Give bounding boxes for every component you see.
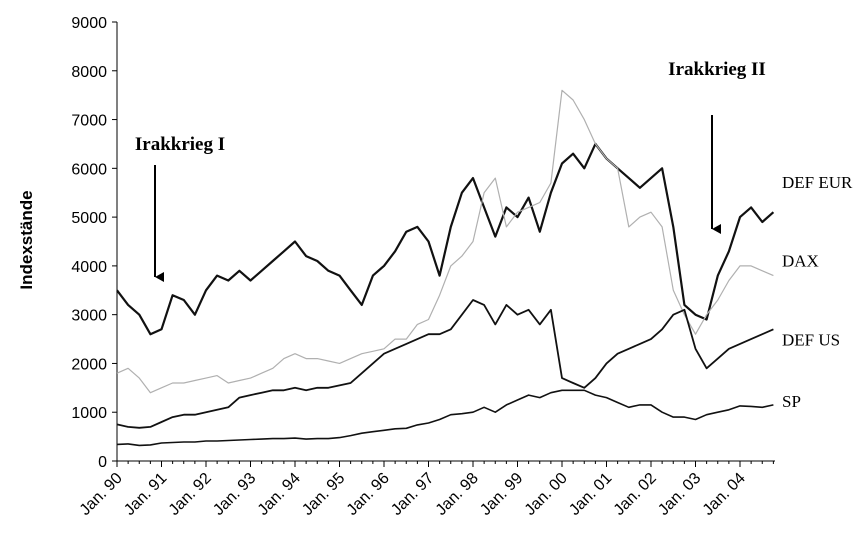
x-tick-label: Jan. 92 [166,470,215,519]
series-label: DEF US [782,330,840,349]
series-line [116,389,774,447]
y-tick-label: 6000 [71,161,107,178]
x-tick-label: Jan. 98 [433,470,482,519]
y-tick-label: 9000 [71,15,107,32]
x-tick-label: Jan. 91 [121,470,170,519]
series-line [116,89,774,394]
y-tick-label: 0 [98,454,107,471]
y-tick-label: 5000 [71,210,107,227]
x-tick-label: Jan. 90 [77,470,126,519]
x-tick-label: Jan. 93 [210,470,259,519]
x-tick-label: Jan. 00 [522,470,571,519]
y-tick-label: 8000 [71,64,107,81]
series-line [116,299,774,429]
x-tick-label: Jan. 04 [700,470,749,519]
y-tick-label: 3000 [71,308,107,325]
x-tick-label: Jan. 94 [255,470,304,519]
y-tick-label: 2000 [71,356,107,373]
x-tick-label: Jan. 95 [299,470,348,519]
annotation: Irakkrieg I [135,134,225,155]
x-tick-label: Jan. 99 [477,470,526,519]
y-axis-label: Indexstände [17,190,36,289]
series-label: DEF EUR [782,173,853,192]
y-tick-label: 1000 [71,405,107,422]
x-tick-label: Jan. 96 [344,470,393,519]
x-tick-label: Jan. 97 [388,470,437,519]
annotation: Irakkrieg II [668,59,766,80]
series-label: DAX [782,252,819,271]
y-tick-label: 4000 [71,259,107,276]
series-label: SP [782,392,801,411]
x-tick-label: Jan. 02 [611,470,660,519]
series-line [116,142,775,336]
x-tick-label: Jan. 01 [566,470,615,519]
x-tick-label: Jan. 03 [655,470,704,519]
y-tick-label: 7000 [71,113,107,130]
